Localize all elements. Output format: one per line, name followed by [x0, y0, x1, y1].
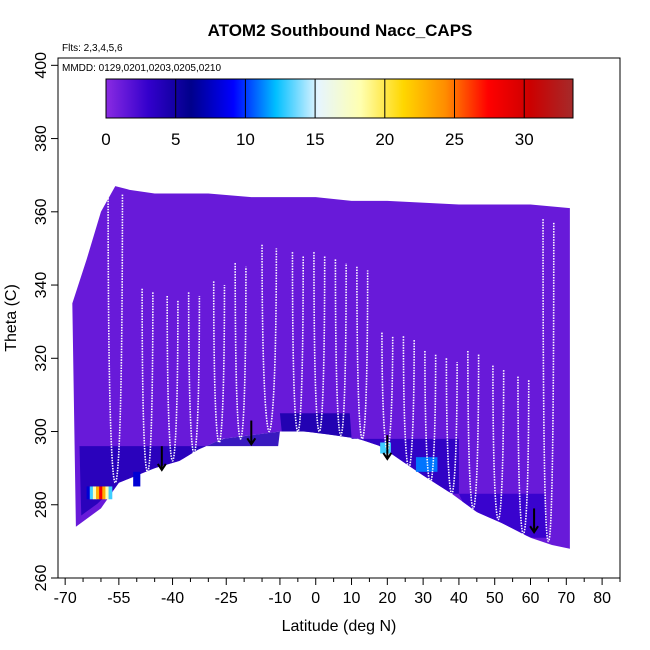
colorbar: 0 5 10 15 20 25 30 — [101, 78, 574, 149]
descent-arrow — [529, 508, 539, 535]
x-tick-label: -40 — [161, 590, 184, 607]
colorbar-ticks: 0 5 10 15 20 25 30 — [101, 79, 534, 149]
colorbar-tick-label: 25 — [445, 130, 464, 149]
y-tick-label: 360 — [33, 198, 50, 225]
colorbar-tick-label: 15 — [306, 130, 325, 149]
x-axis: -70 -55 -40 -25 -10 0 10 20 30 40 50 60 70 80 — [54, 578, 621, 607]
x-tick-label: -70 — [54, 590, 77, 607]
colorbar-tick-label: 20 — [375, 130, 394, 149]
colorbar-gradient — [105, 78, 574, 119]
x-tick-label: 40 — [450, 590, 468, 607]
arrow-head — [246, 437, 257, 447]
arrow-head — [156, 463, 167, 472]
hot-spot — [99, 486, 103, 500]
colorbar-tick-label: 10 — [236, 130, 255, 149]
flight-profile — [166, 296, 179, 462]
y-tick-label: 260 — [33, 565, 50, 592]
arrow-head — [529, 525, 539, 535]
x-tick-label: 30 — [414, 590, 432, 607]
x-axis-label: Latitude (deg N) — [282, 618, 397, 635]
hot-spot — [380, 442, 391, 454]
flight-profile — [291, 252, 305, 433]
hot-spot — [96, 486, 100, 500]
y-axis: 260 280 300 320 340 360 380 400 — [33, 52, 58, 591]
low-value-band — [279, 413, 352, 438]
flight-profile — [517, 376, 530, 535]
hot-spot — [102, 486, 107, 500]
flight-profile — [141, 288, 154, 473]
descent-arrow — [382, 435, 393, 461]
flight-profile — [212, 281, 226, 444]
low-value-band — [351, 437, 459, 494]
hot-spot — [108, 486, 113, 500]
low-value-band — [79, 431, 280, 516]
colorbar-tick-label: 0 — [101, 130, 110, 149]
x-tick-label: 20 — [378, 590, 396, 607]
x-tick-label: 80 — [593, 590, 611, 607]
colorbar-tick-label: 30 — [515, 130, 534, 149]
flight-profile — [445, 358, 458, 495]
hot-spot — [89, 486, 94, 500]
flight-profile — [187, 292, 201, 455]
flight-profile — [424, 350, 437, 484]
x-tick-label: 0 — [311, 590, 320, 607]
y-axis-label: Theta (C) — [3, 284, 20, 352]
plot-area — [72, 186, 570, 549]
plot-frame — [57, 57, 621, 579]
y-tick-label: 340 — [33, 272, 50, 299]
x-tick-label: 70 — [557, 590, 575, 607]
flight-profile — [334, 259, 347, 436]
hot-spot — [105, 486, 110, 500]
x-tick-label: 50 — [486, 590, 504, 607]
chart-title: ATOM2 Southbound Nacc_CAPS — [208, 21, 473, 40]
y-tick-label: 300 — [33, 418, 50, 445]
y-tick-label: 320 — [33, 345, 50, 372]
x-tick-label: 10 — [343, 590, 361, 607]
y-tick-label: 280 — [33, 491, 50, 518]
dates-note: MMDD: 0129,0201,0203,0205,0210 — [62, 63, 221, 74]
flight-profile — [492, 365, 505, 521]
flight-profile — [381, 332, 394, 451]
flight-profile — [261, 244, 278, 433]
descent-arrows — [156, 420, 539, 535]
x-tick-label: 60 — [522, 590, 540, 607]
arrow-head — [382, 452, 393, 461]
flights-note: Flts: 2,3,4,5,6 — [62, 43, 123, 54]
x-tick-label: -25 — [215, 590, 238, 607]
colorbar-tick-label: 5 — [171, 130, 180, 149]
descent-arrow — [156, 446, 167, 472]
hot-spot — [86, 486, 91, 500]
flight-profile — [402, 336, 415, 469]
descent-arrow — [246, 420, 257, 447]
y-tick-label: 400 — [33, 52, 50, 79]
x-tick-label: -10 — [268, 590, 291, 607]
flight-profile — [107, 189, 124, 484]
flight-profiles — [107, 189, 555, 543]
flight-profile — [467, 350, 480, 510]
hot-spot — [133, 471, 141, 487]
flight-profile — [313, 252, 326, 433]
y-tick-label: 380 — [33, 125, 50, 152]
flight-profile — [234, 263, 247, 440]
x-tick-label: -55 — [107, 590, 130, 607]
hot-spot — [92, 486, 97, 500]
flight-profile — [542, 219, 555, 543]
